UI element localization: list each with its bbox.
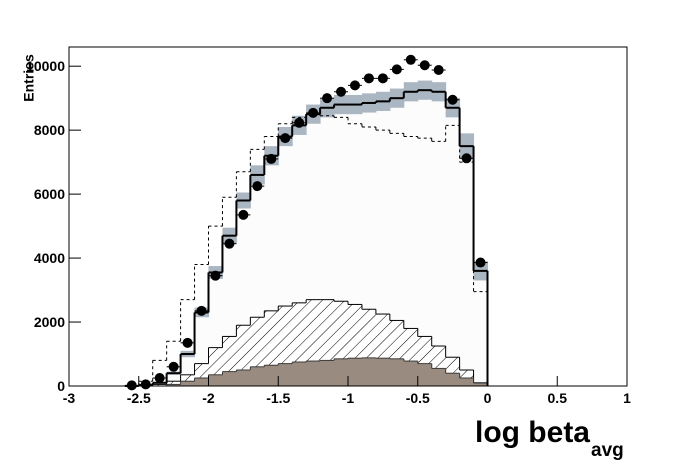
histogram-bin (361, 357, 377, 386)
data-point (391, 64, 402, 75)
data-point (196, 305, 207, 316)
y-tick-label: 6000 (34, 186, 65, 202)
histogram-bin (236, 370, 251, 386)
histogram-bin (306, 361, 321, 386)
x-tick-label: 0.5 (548, 390, 568, 406)
x-tick-label: -1 (342, 390, 355, 406)
data-point (294, 117, 305, 128)
data-point (154, 373, 165, 384)
histogram-bin (166, 384, 182, 386)
histogram-bin (208, 374, 223, 386)
data-point (419, 60, 430, 71)
histogram-bin (445, 373, 461, 386)
histogram-bin (389, 98, 405, 387)
histogram-bin (152, 384, 168, 386)
histogram-bin (431, 368, 447, 386)
x-axis-title: log beta (475, 416, 590, 449)
data-point (238, 209, 249, 220)
data-point (363, 73, 374, 84)
histogram-bin (180, 374, 196, 386)
x-tick-label: -2 (202, 390, 215, 406)
histogram-bin (417, 363, 433, 386)
data-point (308, 107, 319, 118)
histogram-bin (250, 366, 265, 386)
data-point (322, 93, 333, 104)
x-axis-title-subscript: avg (591, 440, 624, 461)
y-axis-title: Entries (21, 54, 37, 102)
data-point (433, 65, 444, 76)
x-tick-label: 0 (484, 390, 492, 406)
histogram-bin (417, 90, 433, 386)
x-tick-label: -1.5 (266, 390, 290, 406)
histogram-bin (222, 371, 237, 386)
data-point (475, 257, 486, 268)
histogram-bin (348, 358, 363, 386)
data-point (168, 361, 179, 372)
data-point (182, 337, 193, 348)
histogram-bin (278, 363, 293, 386)
histogram-bin (403, 91, 419, 386)
data-point (447, 94, 458, 105)
data-point (266, 153, 277, 164)
histogram-bin (473, 382, 488, 386)
data-point (280, 133, 291, 144)
data-point (252, 181, 263, 192)
y-tick-label: 10000 (26, 58, 65, 74)
y-tick-label: 8000 (34, 122, 65, 138)
histogram-bin (180, 381, 196, 386)
plot-area (124, 54, 489, 391)
y-tick-label: 4000 (34, 250, 65, 266)
data-point (126, 380, 137, 391)
y-tick-label: 2000 (34, 314, 65, 330)
data-point (140, 379, 151, 390)
histogram-bin (320, 360, 335, 386)
histogram-bin (334, 358, 349, 386)
histogram-bin (459, 146, 475, 386)
data-point (224, 238, 235, 249)
data-point (210, 270, 221, 281)
x-tick-label: -2.5 (127, 390, 151, 406)
histogram-bin (459, 378, 475, 386)
histogram-bin (389, 358, 405, 386)
y-tick-label: 0 (57, 378, 65, 394)
data-point (349, 80, 360, 91)
data-point (405, 54, 416, 65)
x-tick-label: -0.5 (406, 390, 430, 406)
histogram-bin (166, 381, 182, 386)
histogram-bin (264, 365, 279, 386)
data-point (377, 73, 388, 84)
histogram-bin (431, 91, 447, 386)
histogram-bin (194, 378, 209, 386)
x-tick-label: 1 (623, 390, 631, 406)
histogram-bin (292, 362, 307, 386)
histogram-bin (403, 361, 419, 386)
histogram-bin (375, 358, 391, 386)
data-point (336, 86, 347, 97)
histogram-bin (445, 107, 461, 386)
histogram-bin (473, 270, 488, 386)
x-tick-label: -3 (63, 390, 76, 406)
data-point (461, 153, 472, 164)
